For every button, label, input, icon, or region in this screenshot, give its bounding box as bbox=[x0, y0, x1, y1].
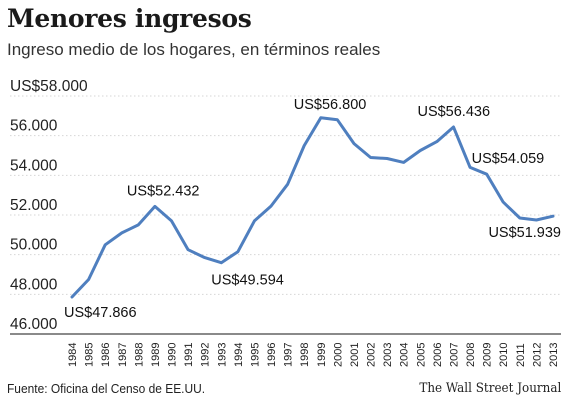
x-tick-label: 2009 bbox=[482, 343, 494, 367]
x-tick-label: 2004 bbox=[399, 343, 411, 367]
x-tick-label: 1996 bbox=[266, 343, 278, 367]
x-tick-label: 1991 bbox=[183, 343, 195, 367]
y-tick-label: 48.000 bbox=[10, 276, 58, 293]
x-axis-ticks: 1984 1985 1986 1987 1988 1989 1990 1991 1992 1993… bbox=[67, 343, 560, 367]
x-tick-label: 1993 bbox=[216, 343, 228, 367]
x-tick-label: 2000 bbox=[332, 343, 344, 367]
x-tick-label: 2001 bbox=[349, 343, 361, 367]
x-tick-label: 1998 bbox=[299, 343, 311, 367]
x-tick-label: 2010 bbox=[498, 343, 510, 367]
gridlines bbox=[10, 95, 561, 295]
x-tick-label: 1987 bbox=[117, 343, 129, 367]
data-label: US$56.436 bbox=[417, 104, 490, 120]
x-tick-label: 1986 bbox=[100, 343, 112, 367]
publisher-credit: The Wall Street Journal bbox=[419, 381, 561, 396]
x-tick-label: 1989 bbox=[150, 343, 162, 367]
data-label: US$54.059 bbox=[472, 151, 545, 167]
x-tick-label: 1985 bbox=[84, 343, 96, 367]
x-tick-label: 2011 bbox=[515, 343, 527, 367]
x-tick-label: 2012 bbox=[531, 343, 543, 367]
x-tick-label: 2003 bbox=[382, 343, 394, 367]
y-tick-label: 46.000 bbox=[10, 316, 58, 333]
x-tick-label: 1997 bbox=[283, 343, 295, 367]
data-label: US$51.939 bbox=[488, 225, 561, 241]
x-tick-label: 1995 bbox=[249, 343, 261, 367]
x-tick-label: 2007 bbox=[448, 343, 460, 367]
source-note: Fuente: Oficina del Censo de EE.UU. bbox=[7, 381, 206, 396]
x-tick-label: 1992 bbox=[200, 343, 212, 367]
x-tick-label: 2006 bbox=[432, 343, 444, 367]
x-tick-label: 1999 bbox=[316, 343, 328, 367]
data-label: US$56.800 bbox=[294, 97, 367, 113]
y-tick-label: 54.000 bbox=[10, 157, 58, 174]
chart-title: Menores ingresos bbox=[7, 4, 252, 33]
y-tick-label: US$58.000 bbox=[10, 78, 88, 95]
y-tick-label: 56.000 bbox=[10, 118, 58, 135]
x-tick-label: 1988 bbox=[133, 343, 145, 367]
data-label: US$47.866 bbox=[64, 305, 137, 321]
y-tick-label: 52.000 bbox=[10, 197, 58, 214]
x-tick-label: 1990 bbox=[167, 343, 179, 367]
x-tick-label: 2008 bbox=[465, 343, 477, 367]
x-tick-label: 2013 bbox=[548, 343, 560, 367]
data-label: US$49.594 bbox=[211, 273, 284, 289]
y-axis-ticks: US$58.000 56.000 54.000 52.000 50.000 48.000 4… bbox=[10, 78, 88, 333]
data-labels: US$47.866 US$52.432 US$49.594 US$56.800 US$5… bbox=[64, 97, 561, 321]
x-tick-label: 1994 bbox=[233, 343, 245, 367]
data-label: US$52.432 bbox=[127, 183, 200, 199]
series-line bbox=[70, 116, 555, 299]
y-tick-label: 50.000 bbox=[10, 237, 58, 254]
x-tick-label: 2005 bbox=[415, 343, 427, 367]
x-tick-label: 2002 bbox=[366, 343, 378, 367]
x-tick-label: 1984 bbox=[67, 343, 79, 367]
chart-subtitle: Ingreso medio de los hogares, en término… bbox=[7, 40, 381, 59]
